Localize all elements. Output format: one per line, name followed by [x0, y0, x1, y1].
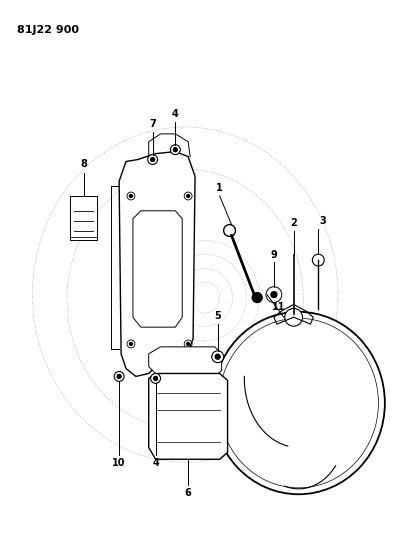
- Circle shape: [173, 148, 177, 151]
- Circle shape: [150, 158, 154, 161]
- Circle shape: [150, 374, 160, 383]
- Circle shape: [252, 293, 262, 303]
- Polygon shape: [133, 211, 182, 327]
- FancyBboxPatch shape: [70, 196, 97, 240]
- Circle shape: [312, 254, 324, 266]
- Circle shape: [129, 342, 132, 345]
- Circle shape: [148, 155, 158, 165]
- Text: 2: 2: [290, 217, 297, 228]
- Polygon shape: [149, 347, 222, 376]
- Circle shape: [187, 342, 190, 345]
- Circle shape: [114, 372, 124, 382]
- Circle shape: [271, 292, 277, 297]
- Circle shape: [215, 354, 220, 359]
- Text: 4: 4: [172, 109, 179, 119]
- Circle shape: [154, 376, 158, 381]
- Text: 3: 3: [320, 216, 327, 225]
- Circle shape: [129, 195, 132, 198]
- Text: 81J22 900: 81J22 900: [17, 26, 78, 35]
- Circle shape: [285, 309, 303, 326]
- Text: 11: 11: [272, 302, 286, 312]
- Polygon shape: [149, 374, 228, 459]
- Text: 7: 7: [149, 119, 156, 129]
- Ellipse shape: [212, 312, 385, 494]
- Circle shape: [187, 195, 190, 198]
- Text: 6: 6: [185, 488, 192, 498]
- Circle shape: [117, 375, 121, 378]
- Text: 9: 9: [270, 250, 277, 260]
- Circle shape: [212, 351, 224, 362]
- Text: 4: 4: [152, 458, 159, 468]
- Text: 5: 5: [214, 311, 221, 321]
- Circle shape: [224, 224, 236, 237]
- Polygon shape: [119, 151, 195, 376]
- Text: 1: 1: [216, 183, 223, 193]
- Text: 10: 10: [112, 458, 126, 468]
- Text: 8: 8: [80, 159, 87, 169]
- Circle shape: [266, 287, 282, 303]
- Circle shape: [170, 145, 180, 155]
